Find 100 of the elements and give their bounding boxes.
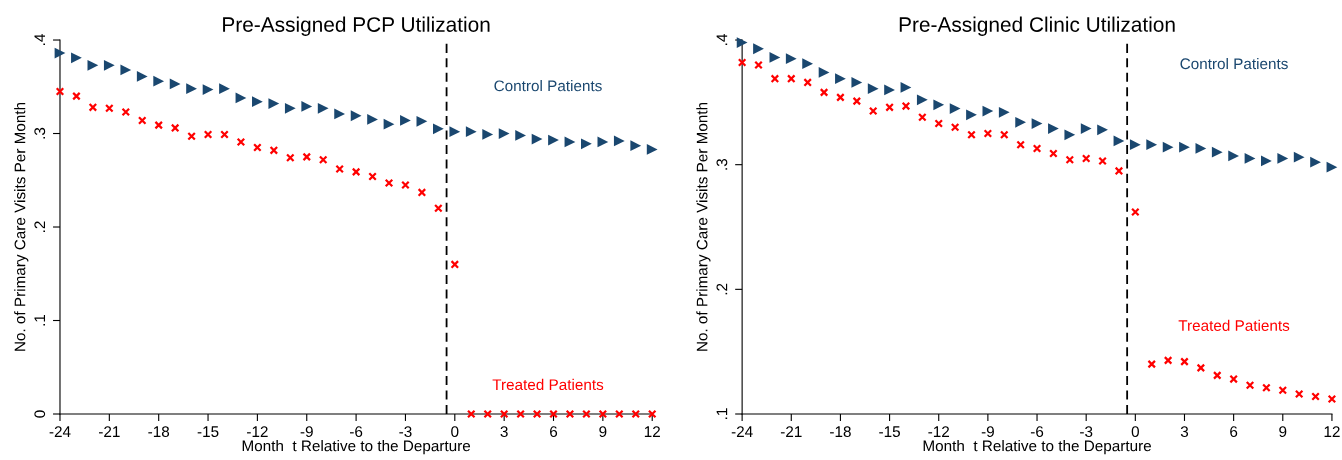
point: [1130, 207, 1140, 217]
point: [202, 84, 214, 95]
point: [1195, 143, 1207, 154]
point: [868, 106, 878, 116]
point: [465, 126, 477, 138]
point: [55, 87, 65, 96]
point: [499, 409, 509, 419]
point: [317, 102, 329, 114]
x-tick-label: 3: [1180, 426, 1189, 438]
x-tick-label: -6: [1030, 426, 1044, 438]
point: [186, 83, 197, 95]
point: [170, 123, 180, 133]
point: [1064, 129, 1076, 141]
x-tick-label: -12: [247, 426, 268, 437]
point: [350, 110, 362, 122]
point: [153, 75, 165, 87]
point: [1245, 380, 1255, 390]
x-tick-label: 12: [1324, 426, 1340, 437]
point: [852, 96, 862, 106]
point: [1032, 144, 1042, 153]
y-axis-title: No. of Primary Care Visits Per Month: [696, 102, 711, 351]
x-tick-label: -15: [197, 426, 219, 438]
point: [1278, 385, 1288, 395]
series-label: Treated Patients: [1178, 319, 1290, 331]
point: [1310, 156, 1321, 168]
point: [351, 167, 361, 177]
point: [770, 74, 780, 84]
point: [1048, 123, 1059, 134]
point: [104, 103, 114, 113]
x-tick-label: -9: [981, 426, 994, 438]
x-axis-title: Month t Relative to the Departure: [923, 440, 1151, 455]
point: [1162, 141, 1174, 153]
point: [531, 133, 543, 145]
y-tick-label: .3: [716, 158, 728, 170]
point: [1065, 155, 1075, 165]
point: [1180, 357, 1189, 367]
point: [87, 59, 99, 71]
x-tick-label: -24: [49, 426, 71, 437]
point: [646, 144, 658, 155]
point: [1114, 166, 1124, 176]
point: [802, 58, 814, 70]
point: [1146, 139, 1158, 151]
point: [1327, 394, 1337, 404]
point: [121, 107, 131, 117]
y-tick-label: .1: [34, 314, 46, 326]
point: [203, 130, 213, 139]
x-tick-label: -18: [830, 426, 851, 438]
point: [1179, 141, 1190, 153]
point: [565, 409, 575, 419]
point: [466, 409, 476, 419]
point: [384, 178, 394, 188]
x-tick-label: 6: [550, 426, 558, 438]
x-axis-title: Month t Relative to the Departure: [242, 440, 471, 455]
point: [367, 114, 378, 125]
x-tick-label: -24: [731, 426, 753, 437]
point: [120, 64, 132, 76]
point: [1081, 154, 1091, 163]
x-tick-label: 9: [599, 426, 607, 438]
point: [1211, 146, 1223, 158]
y-tick-label: .2: [34, 221, 46, 232]
point: [785, 53, 797, 65]
point: [835, 73, 846, 85]
point: [1294, 389, 1304, 399]
point: [949, 103, 961, 114]
point: [532, 409, 542, 419]
point: [335, 164, 345, 174]
point: [1016, 140, 1026, 150]
x-tick-label: -3: [1080, 426, 1093, 438]
point: [416, 115, 428, 127]
point: [1129, 139, 1141, 151]
x-tick-label: -3: [399, 426, 412, 438]
point: [137, 116, 147, 125]
x-tick-label: 0: [1131, 426, 1139, 438]
point: [934, 119, 944, 128]
x-tick-label: -21: [780, 426, 802, 437]
point: [368, 172, 377, 181]
point: [885, 102, 894, 112]
x-tick-label: 9: [1279, 426, 1287, 438]
point: [548, 134, 559, 146]
y-axis-title: No. of Primary Care Visits Per Month: [14, 102, 29, 351]
text: Control Patients: [494, 80, 602, 92]
point: [1098, 156, 1107, 166]
point: [598, 409, 608, 419]
point: [450, 260, 460, 269]
point: [220, 130, 229, 139]
point: [1311, 392, 1320, 401]
point: [284, 102, 296, 114]
point: [136, 71, 148, 82]
point: [1147, 359, 1157, 369]
point: [851, 77, 863, 88]
point: [401, 180, 410, 190]
point: [786, 74, 796, 84]
point: [219, 83, 230, 95]
point: [236, 137, 246, 147]
point: [515, 130, 526, 141]
point: [187, 131, 196, 141]
point: [884, 84, 895, 96]
x-tick-label: -15: [879, 426, 900, 438]
chart-title: Pre-Assigned Clinic Utilization: [899, 16, 1175, 37]
point: [1212, 370, 1222, 380]
